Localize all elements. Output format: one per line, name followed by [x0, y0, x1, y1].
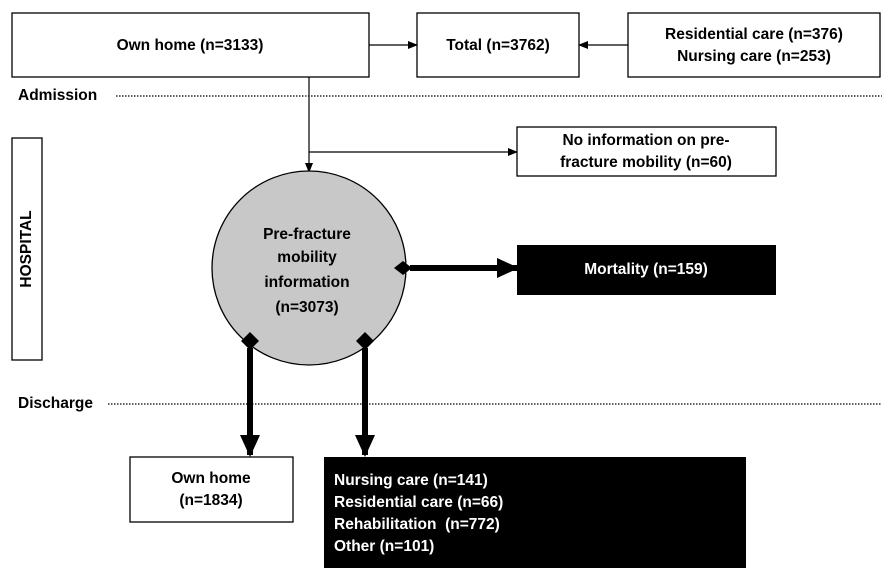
node-text: No information on pre- — [562, 132, 729, 149]
node-text: Residential care (n=66) — [334, 494, 503, 511]
section-label: HOSPITAL — [18, 210, 35, 287]
diamond — [356, 332, 374, 350]
box-total — [416, 12, 580, 78]
node-text: Own home (n=3133) — [117, 37, 264, 54]
diamond — [394, 261, 412, 275]
node-text: Pre-fracture — [263, 226, 351, 243]
diamond — [241, 332, 259, 350]
node-text: Nursing care (n=253) — [677, 48, 831, 65]
stage-label: Admission — [18, 87, 97, 104]
box-no-info — [516, 126, 777, 177]
node-text: Nursing care (n=141) — [334, 472, 488, 489]
node-text: (n=1834) — [179, 492, 242, 509]
node-text: Own home — [171, 470, 251, 487]
node-text: Total (n=3762) — [446, 37, 550, 54]
node-text: Mortality (n=159) — [584, 261, 708, 278]
box-own-home-discharge — [129, 456, 294, 523]
node-text: Other (n=101) — [334, 538, 434, 555]
box-other-destinations — [324, 457, 746, 568]
box-mortality — [517, 245, 776, 295]
node-text: Residential care (n=376) — [665, 26, 843, 43]
node-text: (n=3073) — [275, 299, 338, 316]
node-text: information — [264, 274, 349, 291]
box-own-home — [11, 12, 370, 78]
circle-node — [211, 170, 407, 366]
stage-label: Discharge — [18, 395, 93, 412]
node-text: fracture mobility (n=60) — [560, 154, 732, 171]
node-text: mobility — [277, 249, 337, 266]
box-care — [627, 12, 881, 78]
node-text: Rehabilitation (n=772) — [334, 516, 500, 533]
section-box — [11, 137, 43, 361]
